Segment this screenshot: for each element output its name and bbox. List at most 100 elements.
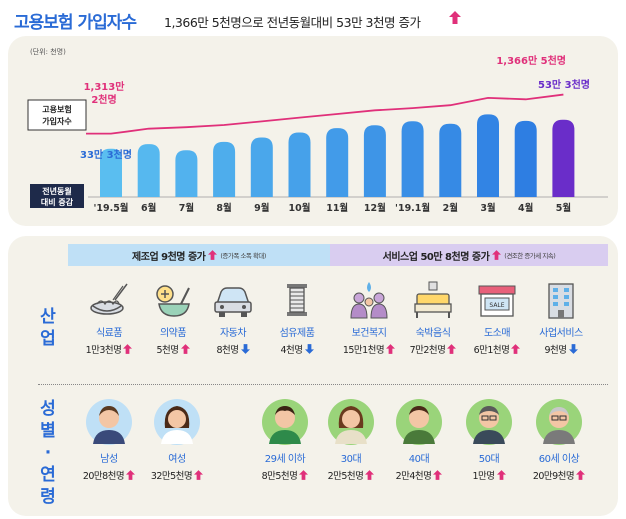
bar-6 <box>326 128 349 197</box>
down-arrow-icon <box>568 344 578 354</box>
svg-text:SALE: SALE <box>489 302 504 309</box>
up-arrow-icon <box>433 470 443 480</box>
x-tick-label: '19.1월 <box>395 202 430 214</box>
demographic-name: 29세 이하 <box>264 454 306 465</box>
up-arrow-icon <box>194 470 204 480</box>
demographic-value: 20만9천명 <box>532 471 575 482</box>
demographic-value: 32만5천명 <box>150 471 193 482</box>
industry-value: 6만1천명 <box>473 345 510 356</box>
line-row-label: 고용보험 가입자수 <box>27 99 87 131</box>
industry-name: 의약품 <box>159 328 187 339</box>
x-tick-labels: '19.5월 6월 7월 8월 9월 10월 11월 12월 '19.1월 2월 3월 4월 5월 <box>93 202 571 214</box>
bar-5 <box>288 132 311 197</box>
demographic-item-50s: 50대 1만명 <box>454 398 524 482</box>
manufacturing-header: 제조업 9천명 증가 (증가폭 소폭 확대) <box>68 244 330 266</box>
x-tick-label: 11월 <box>326 202 348 214</box>
bar-9 <box>439 123 462 197</box>
unit-note: (단위: 천명) <box>30 47 66 56</box>
demographic-value: 2만5천명 <box>327 471 364 482</box>
industry-name: 자동차 <box>219 328 247 339</box>
manufacturing-title: 제조업 9천명 증가 <box>132 251 206 263</box>
mortar-pestle-icon <box>151 280 195 320</box>
industry-item-food: 식료품 1만3천명 <box>74 280 144 356</box>
down-arrow-icon <box>304 344 314 354</box>
demographic-name: 여성 <box>168 454 186 465</box>
up-arrow-icon <box>180 344 190 354</box>
bar-0 <box>100 148 122 197</box>
line-first-value-2: 2천명 <box>91 93 116 106</box>
line-last-value: 1,366만 5천명 <box>496 54 566 67</box>
up-arrow-icon <box>386 344 396 354</box>
bar-11 <box>514 120 537 197</box>
demographic-name: 남성 <box>100 454 118 465</box>
industry-value: 7만2천명 <box>409 345 446 356</box>
demographic-item-female: 여성 32만5천명 <box>142 398 212 482</box>
woman-avatar-icon <box>153 398 201 446</box>
bar-4 <box>250 137 273 197</box>
car-icon <box>211 280 255 320</box>
man-40s-avatar-icon <box>395 398 443 446</box>
woman-30s-avatar-icon <box>327 398 375 446</box>
demographic-name: 60세 이상 <box>538 454 580 465</box>
x-tick-label: 9월 <box>254 202 269 214</box>
man-avatar-icon <box>85 398 133 446</box>
x-tick-label: 12월 <box>364 202 386 214</box>
bar-row-label: 전년동월 대비 증감 <box>30 184 84 208</box>
line-row-label-2: 가입자수 <box>42 116 72 126</box>
bar-row-label-1: 전년동월 <box>42 186 71 196</box>
industry-item-lodging-food: 숙박음식 7만2천명 <box>398 280 468 356</box>
thread-spool-icon <box>275 280 319 320</box>
store-sale-icon: SALE <box>475 280 519 320</box>
bar-7 <box>363 125 386 197</box>
x-tick-label: 3월 <box>480 202 495 214</box>
industry-value: 15만1천명 <box>342 345 385 356</box>
industry-value: 5천명 <box>156 345 179 356</box>
gender-age-section-label: 성 별 · 연 령 <box>40 399 56 507</box>
bar-first-value: 33만 3천명 <box>80 148 132 161</box>
x-tick-label: 7월 <box>179 202 194 214</box>
demographic-name: 50대 <box>478 454 500 465</box>
up-arrow-icon <box>365 470 375 480</box>
up-arrow-icon <box>123 344 133 354</box>
food-bowl-icon <box>87 280 131 320</box>
young-man-avatar-icon <box>261 398 309 446</box>
enrollment-chart: (단위: 천명) 고용보험 가입자수 전년동월 대비 증감 '19.5월 6월 7월… <box>27 47 608 214</box>
line-group <box>86 93 564 135</box>
bar-last-value: 53만 3천명 <box>538 78 590 91</box>
bar-8 <box>401 121 424 197</box>
up-arrow-icon <box>126 470 136 480</box>
industry-item-wholesale-retail: SALE 도소매 6만1천명 <box>462 280 532 356</box>
industry-name: 섬유제품 <box>279 328 315 339</box>
enrollment-line <box>86 93 564 135</box>
x-tick-label: 2월 <box>443 202 458 214</box>
section-divider <box>38 384 608 385</box>
industry-item-textile: 섬유제품 4천명 <box>262 280 332 356</box>
bar-12 <box>552 119 575 197</box>
demographic-item-male: 남성 20만8천명 <box>74 398 144 482</box>
industry-name: 사업서비스 <box>539 328 583 339</box>
man-50s-avatar-icon <box>465 398 513 446</box>
x-tick-label: '19.5월 <box>93 202 128 214</box>
x-tick-label: 6월 <box>141 202 156 214</box>
bars-group <box>100 114 575 197</box>
up-arrow-icon <box>447 344 457 354</box>
industry-name: 식료품 <box>95 328 123 339</box>
industry-item-pharma: 의약품 5천명 <box>138 280 208 356</box>
family-care-icon <box>347 280 391 320</box>
up-arrow-icon <box>576 470 586 480</box>
up-arrow-icon <box>449 11 461 24</box>
demographic-name: 30대 <box>340 454 362 465</box>
industry-value: 9천명 <box>544 345 567 356</box>
bar-row-label-2: 대비 증감 <box>41 197 74 207</box>
page-title: 고용보험 가입자수 <box>14 13 137 33</box>
up-arrow-icon <box>299 470 309 480</box>
line-row-label-1: 고용보험 <box>42 104 71 114</box>
demographic-item-30s: 30대 2만5천명 <box>316 398 386 482</box>
x-tick-label: 4월 <box>518 202 533 214</box>
manufacturing-note: (증가폭 소폭 확대) <box>220 252 266 260</box>
demographic-value: 8만5천명 <box>261 471 298 482</box>
industry-name: 숙박음식 <box>415 328 451 339</box>
industry-value: 1만3천명 <box>85 345 122 356</box>
bar-1 <box>137 144 160 197</box>
demographic-value: 2만4천명 <box>395 471 432 482</box>
